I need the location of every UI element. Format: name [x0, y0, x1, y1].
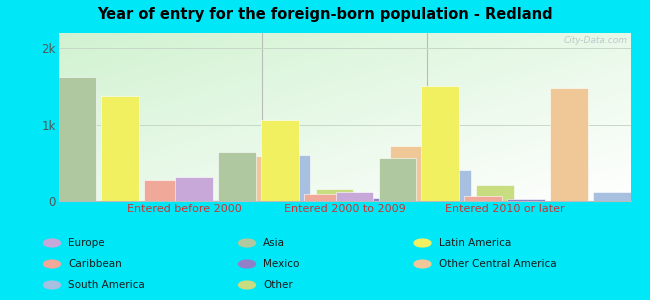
Bar [58, 77, 96, 201]
Bar [218, 152, 256, 201]
Bar [378, 158, 416, 201]
Bar [187, 200, 225, 201]
Bar [550, 88, 588, 201]
Bar [390, 146, 428, 201]
Bar [101, 96, 139, 201]
Bar [144, 180, 182, 201]
Bar [304, 194, 342, 201]
Bar [476, 185, 514, 201]
Text: Asia: Asia [263, 238, 285, 248]
Text: Mexico: Mexico [263, 259, 300, 269]
Text: Other Central America: Other Central America [439, 259, 556, 269]
Text: Caribbean: Caribbean [68, 259, 122, 269]
Bar [421, 86, 459, 201]
Bar [261, 120, 299, 201]
Bar [433, 170, 471, 201]
Text: City-Data.com: City-Data.com [564, 35, 628, 44]
Bar [176, 177, 213, 201]
Bar [636, 178, 650, 201]
Bar [316, 189, 354, 201]
Bar [230, 156, 268, 201]
Bar [16, 193, 53, 201]
Text: Other: Other [263, 280, 293, 290]
Text: South America: South America [68, 280, 145, 290]
Text: Year of entry for the foreign-born population - Redland: Year of entry for the foreign-born popul… [98, 8, 552, 22]
Bar [273, 155, 311, 201]
Text: Latin America: Latin America [439, 238, 511, 248]
Bar [593, 192, 630, 201]
Bar [507, 199, 545, 201]
Bar [464, 196, 502, 201]
Bar [335, 192, 373, 201]
Bar [347, 198, 385, 201]
Text: Europe: Europe [68, 238, 105, 248]
